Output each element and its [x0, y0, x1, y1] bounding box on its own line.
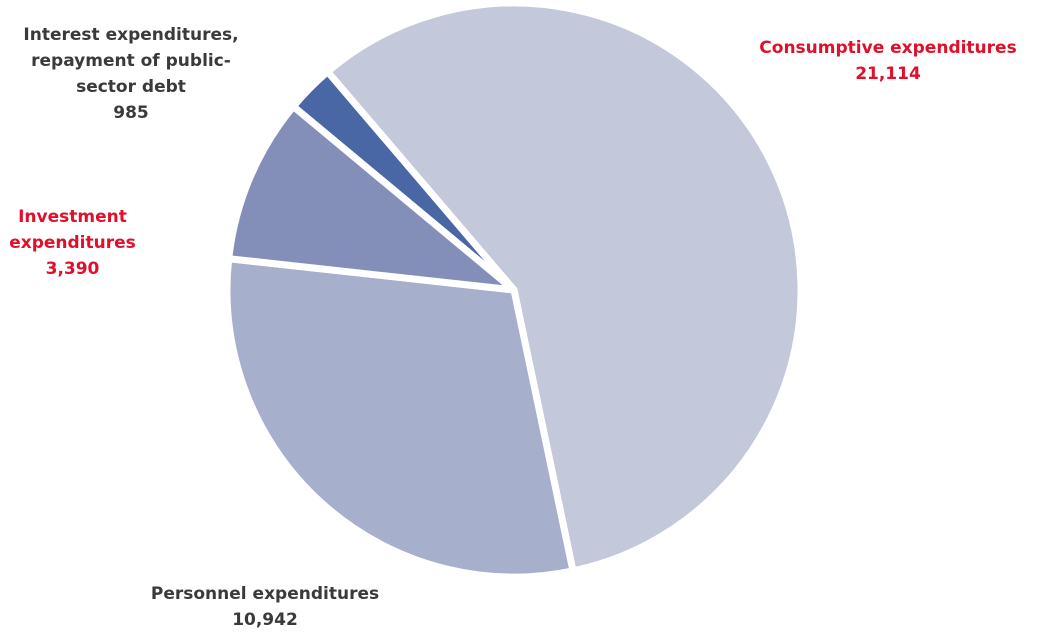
slice-label-investment: Investment expenditures 3,390 [0, 204, 145, 282]
slice-label-interest-line-3: sector debt [76, 77, 186, 97]
pie-slice-consumptive [324, 0, 805, 575]
slice-label-investment-line-1: Investment [18, 207, 127, 227]
pie-slice-interest [289, 68, 518, 294]
slice-label-consumptive-line-1: Consumptive expenditures [759, 38, 1017, 58]
slice-value-consumptive: 21,114 [855, 64, 921, 84]
slice-label-investment-line-2: expenditures [9, 233, 136, 253]
slice-label-consumptive: Consumptive expenditures 21,114 [743, 35, 1033, 87]
pie-slice-personnel [223, 255, 577, 581]
slice-label-personnel: Personnel expenditures 10,942 [120, 581, 410, 633]
slice-label-personnel-line-1: Personnel expenditures [150, 584, 380, 604]
slice-value-interest: 985 [113, 103, 149, 123]
slice-value-investment: 3,390 [45, 259, 100, 279]
slice-value-personnel: 10,942 [232, 610, 298, 630]
slice-label-interest: Interest expenditures, repayment of publ… [0, 22, 262, 126]
slice-label-interest-line-2: repayment of public- [31, 51, 231, 71]
slice-label-interest-line-1: Interest expenditures, [23, 25, 239, 45]
pie-slice-investment [225, 102, 518, 294]
